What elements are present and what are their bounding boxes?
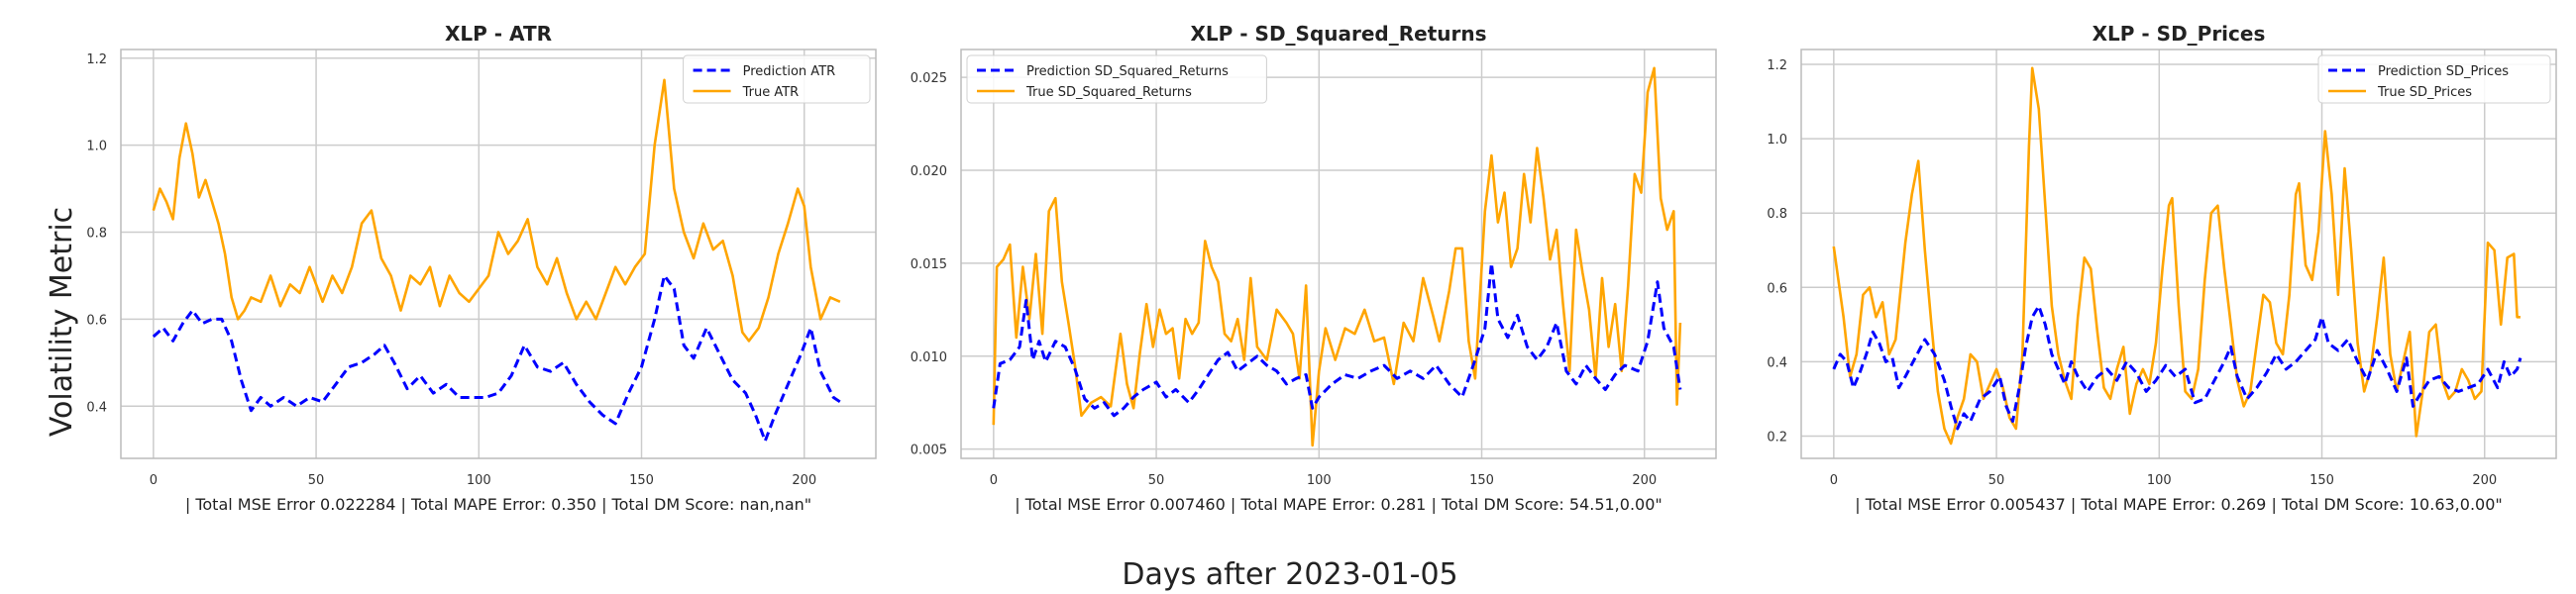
y-tick-label: 1.0 xyxy=(1767,133,1787,148)
legend-label: Prediction ATR xyxy=(743,64,836,79)
x-tick-label: 100 xyxy=(1307,473,1332,488)
prediction-series-line xyxy=(152,274,841,443)
chart-title: XLP - SD_Prices xyxy=(2093,22,2266,46)
x-tick-label: 50 xyxy=(1148,473,1165,488)
x-tick-label: 200 xyxy=(1632,473,1657,488)
legend-label: Prediction SD_Squared_Returns xyxy=(1026,64,1229,79)
x-tick-label: 200 xyxy=(792,473,816,488)
chart-panel-2: 0 50 100 150 200 0.005 0.010 0.015 0.020 0.025 XLP… xyxy=(911,22,1717,514)
x-tick-label: 0 xyxy=(1830,473,1838,488)
true-series-line xyxy=(1832,66,2521,446)
legend-label: True SD_Squared_Returns xyxy=(1025,85,1192,100)
y-tick-label: 0.6 xyxy=(1767,281,1787,296)
x-tick-label: 150 xyxy=(629,473,654,488)
x-axis-label: | Total MSE Error 0.007460 | Total MAPE … xyxy=(1015,495,1663,514)
y-tick-label: 0.015 xyxy=(911,257,947,272)
chart-title: XLP - ATR xyxy=(445,22,552,46)
y-tick-label: 0.8 xyxy=(1767,207,1787,222)
legend-label: Prediction SD_Prices xyxy=(2378,64,2509,79)
prediction-series-line xyxy=(992,261,1682,418)
plot-frame xyxy=(1800,49,2557,459)
y-tick-label: 0.025 xyxy=(911,71,947,86)
x-axis-label: | Total MSE Error 0.005437 | Total MAPE … xyxy=(1855,495,2503,514)
x-tick-label: 0 xyxy=(150,473,158,488)
y-tick-label: 1.2 xyxy=(1767,58,1787,73)
x-tick-label: 100 xyxy=(2147,473,2172,488)
true-series-line xyxy=(152,78,841,343)
x-tick-label: 150 xyxy=(2309,473,2334,488)
x-tick-label: 0 xyxy=(990,473,998,488)
plot-frame xyxy=(960,49,1717,459)
x-tick-label: 150 xyxy=(1469,473,1494,488)
true-series-line xyxy=(992,66,1682,447)
x-tick-label: 200 xyxy=(2472,473,2497,488)
y-tick-label: 0.010 xyxy=(911,350,947,365)
y-tick-label: 0.4 xyxy=(86,400,107,415)
y-tick-label: 0.005 xyxy=(911,444,947,458)
y-tick-label: 0.2 xyxy=(1767,430,1787,445)
legend: Prediction SD_Squared_Returns True SD_Squ… xyxy=(966,54,1267,104)
figure-x-label: Days after 2023-01-05 xyxy=(1122,557,1457,592)
x-tick-label: 100 xyxy=(467,473,491,488)
legend-label: True SD_Prices xyxy=(2377,85,2472,100)
plot-frame xyxy=(120,49,877,459)
y-tick-label: 0.4 xyxy=(1767,355,1787,370)
chart-panel-3: 0 50 100 150 200 0.2 0.4 0.6 0.8 1.0 1.2 XLP - SD_P… xyxy=(1767,22,2557,514)
y-tick-label: 1.0 xyxy=(86,140,107,154)
x-tick-label: 50 xyxy=(308,473,325,488)
legend: Prediction ATR True ATR xyxy=(683,54,871,104)
x-axis-label: | Total MSE Error 0.022284 | Total MAPE … xyxy=(185,495,811,514)
legend-box xyxy=(966,54,1267,104)
y-tick-label: 0.8 xyxy=(86,227,107,242)
chart-panel-1: 0 50 100 150 200 0.4 0.6 0.8 1.0 1.2 XLP - ATR | To… xyxy=(86,22,877,514)
y-tick-label: 0.020 xyxy=(911,164,947,179)
y-axis-label: Volatility Metric xyxy=(45,207,79,437)
y-tick-label: 1.2 xyxy=(86,52,107,67)
legend-label: True ATR xyxy=(742,85,800,100)
chart-title: XLP - SD_Squared_Returns xyxy=(1190,22,1486,46)
y-tick-label: 0.6 xyxy=(86,313,107,328)
x-tick-label: 50 xyxy=(1988,473,2005,488)
legend: Prediction SD_Prices True SD_Prices xyxy=(2317,54,2551,104)
legend-box xyxy=(2317,54,2551,104)
prediction-series-line xyxy=(1832,304,2522,431)
